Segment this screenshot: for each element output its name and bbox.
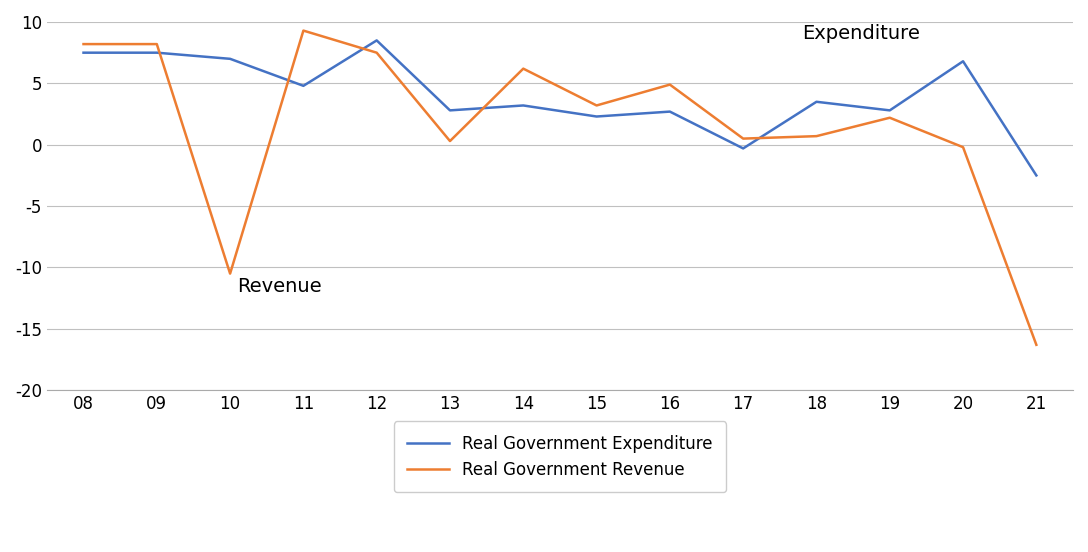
Real Government Revenue: [444, 138, 457, 145]
Real Government Revenue: [809, 133, 823, 140]
Real Government Revenue: [590, 102, 603, 109]
Real Government Expenditure: [444, 107, 457, 114]
Real Government Expenditure: [809, 98, 823, 105]
Real Government Revenue: [223, 270, 236, 277]
Real Government Expenditure: [223, 56, 236, 62]
Real Government Revenue: [77, 41, 90, 47]
Line: Real Government Revenue: Real Government Revenue: [84, 30, 1037, 345]
Real Government Expenditure: [150, 49, 163, 56]
Real Government Revenue: [517, 65, 530, 72]
Real Government Revenue: [737, 135, 750, 142]
Real Government Revenue: [664, 81, 677, 88]
Real Government Revenue: [370, 49, 383, 56]
Line: Real Government Expenditure: Real Government Expenditure: [84, 40, 1037, 176]
Real Government Revenue: [297, 27, 310, 34]
Real Government Expenditure: [1030, 172, 1043, 179]
Legend: Real Government Expenditure, Real Government Revenue: Real Government Expenditure, Real Govern…: [394, 421, 726, 492]
Real Government Expenditure: [297, 82, 310, 89]
Real Government Revenue: [150, 41, 163, 47]
Real Government Expenditure: [883, 107, 897, 114]
Real Government Revenue: [1030, 342, 1043, 348]
Text: Expenditure: Expenditure: [802, 24, 919, 43]
Real Government Expenditure: [664, 108, 677, 115]
Real Government Expenditure: [590, 113, 603, 120]
Real Government Expenditure: [956, 58, 969, 65]
Real Government Expenditure: [737, 145, 750, 152]
Text: Revenue: Revenue: [237, 277, 322, 296]
Real Government Expenditure: [370, 37, 383, 44]
Real Government Revenue: [883, 114, 897, 121]
Real Government Revenue: [956, 144, 969, 151]
Real Government Expenditure: [517, 102, 530, 109]
Real Government Expenditure: [77, 49, 90, 56]
